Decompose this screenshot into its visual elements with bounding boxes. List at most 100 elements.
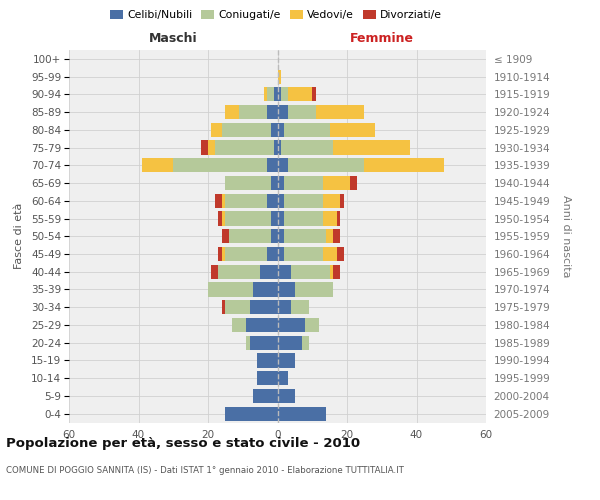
Bar — [277, 389, 295, 403]
Bar — [222, 247, 226, 261]
Bar — [208, 140, 215, 154]
Bar — [277, 300, 292, 314]
Bar — [274, 140, 277, 154]
Bar — [263, 87, 267, 102]
Bar — [329, 122, 375, 137]
Bar — [211, 122, 222, 137]
Bar — [267, 247, 277, 261]
Bar — [267, 105, 277, 119]
Bar — [277, 87, 281, 102]
Y-axis label: Fasce di età: Fasce di età — [14, 203, 24, 270]
Bar — [333, 264, 340, 279]
Bar — [340, 194, 344, 208]
Bar — [292, 264, 329, 279]
Bar — [281, 140, 333, 154]
Bar — [277, 264, 292, 279]
Bar — [211, 264, 218, 279]
Bar — [271, 212, 277, 226]
Bar — [271, 176, 277, 190]
Bar — [350, 176, 358, 190]
Bar — [260, 264, 277, 279]
Bar — [277, 282, 295, 296]
Bar — [222, 194, 226, 208]
Bar — [277, 229, 284, 244]
Bar — [226, 194, 267, 208]
Bar — [208, 282, 253, 296]
Bar — [292, 300, 309, 314]
Text: Popolazione per età, sesso e stato civile - 2010: Popolazione per età, sesso e stato civil… — [6, 438, 360, 450]
Bar — [201, 140, 208, 154]
Bar — [226, 406, 277, 420]
Bar — [271, 122, 277, 137]
Bar — [316, 105, 364, 119]
Bar — [277, 406, 326, 420]
Bar — [277, 140, 281, 154]
Bar — [312, 87, 316, 102]
Bar — [222, 212, 226, 226]
Bar — [218, 264, 260, 279]
Bar — [267, 194, 277, 208]
Bar — [277, 336, 302, 350]
Text: Maschi: Maschi — [149, 32, 197, 44]
Bar — [229, 229, 271, 244]
Bar — [250, 300, 277, 314]
Bar — [173, 158, 267, 172]
Bar — [329, 264, 333, 279]
Bar — [277, 247, 284, 261]
Bar — [323, 176, 350, 190]
Bar — [267, 158, 277, 172]
Bar — [142, 158, 173, 172]
Bar — [284, 194, 323, 208]
Bar — [326, 229, 333, 244]
Bar — [226, 176, 271, 190]
Bar — [222, 229, 229, 244]
Bar — [226, 300, 250, 314]
Bar — [257, 354, 277, 368]
Bar — [277, 212, 284, 226]
Bar — [323, 247, 337, 261]
Bar — [253, 389, 277, 403]
Bar — [215, 194, 222, 208]
Text: Femmine: Femmine — [350, 32, 414, 44]
Bar — [246, 336, 250, 350]
Bar — [337, 212, 340, 226]
Bar — [222, 300, 226, 314]
Bar — [218, 247, 222, 261]
Bar — [277, 70, 281, 84]
Bar — [226, 105, 239, 119]
Text: COMUNE DI POGGIO SANNITA (IS) - Dati ISTAT 1° gennaio 2010 - Elaborazione TUTTIT: COMUNE DI POGGIO SANNITA (IS) - Dati IST… — [6, 466, 404, 475]
Bar — [232, 318, 246, 332]
Bar — [277, 176, 284, 190]
Bar — [271, 229, 277, 244]
Bar — [284, 176, 323, 190]
Bar — [277, 105, 288, 119]
Bar — [284, 229, 326, 244]
Bar — [284, 247, 323, 261]
Bar — [305, 318, 319, 332]
Bar — [250, 336, 277, 350]
Bar — [288, 87, 312, 102]
Bar — [246, 318, 277, 332]
Bar — [323, 212, 337, 226]
Bar — [277, 318, 305, 332]
Y-axis label: Anni di nascita: Anni di nascita — [562, 195, 571, 278]
Bar — [274, 87, 277, 102]
Bar — [277, 371, 288, 385]
Bar — [277, 194, 284, 208]
Bar — [226, 247, 267, 261]
Bar — [295, 282, 333, 296]
Bar — [277, 354, 295, 368]
Bar — [253, 282, 277, 296]
Bar — [222, 122, 271, 137]
Bar — [239, 105, 267, 119]
Bar — [288, 105, 316, 119]
Bar — [281, 87, 288, 102]
Bar — [333, 229, 340, 244]
Bar — [337, 247, 344, 261]
Bar — [323, 194, 340, 208]
Bar — [302, 336, 309, 350]
Bar — [284, 212, 323, 226]
Bar — [267, 87, 274, 102]
Bar — [284, 122, 329, 137]
Bar — [277, 158, 288, 172]
